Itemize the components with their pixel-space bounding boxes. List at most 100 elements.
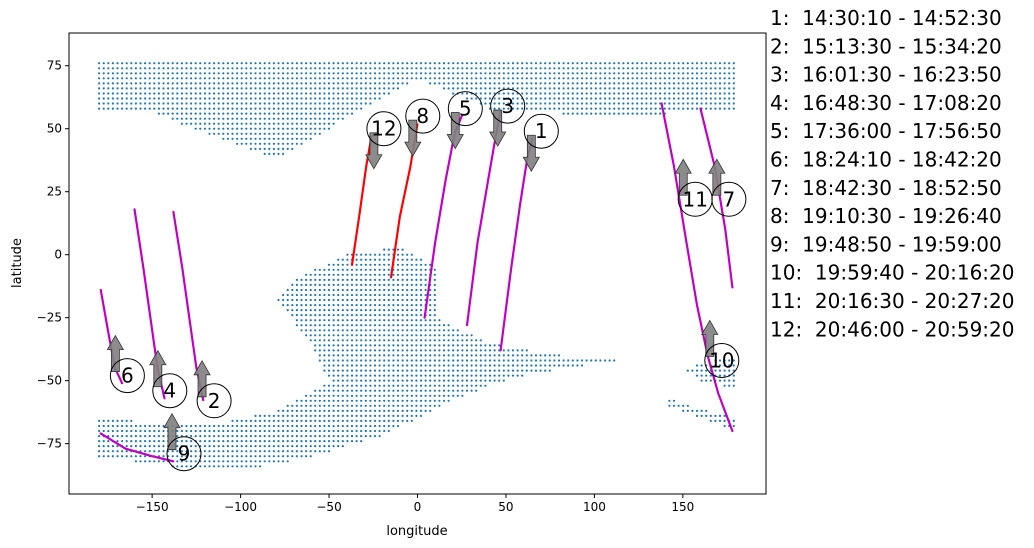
coverage-point xyxy=(341,102,344,105)
coverage-point xyxy=(603,112,607,115)
coverage-point xyxy=(98,419,101,422)
coverage-point xyxy=(286,72,289,75)
coverage-point xyxy=(323,97,326,100)
coverage-point xyxy=(226,102,229,105)
coverage-point xyxy=(369,258,372,261)
coverage-point xyxy=(396,364,400,367)
coverage-point xyxy=(350,304,354,307)
coverage-point xyxy=(355,298,358,302)
coverage-point xyxy=(213,429,216,433)
coverage-point xyxy=(369,293,372,297)
coverage-point xyxy=(226,440,229,443)
coverage-point xyxy=(695,409,699,412)
coverage-point xyxy=(263,445,266,448)
coverage-point xyxy=(401,258,404,261)
coverage-point xyxy=(194,82,197,85)
coverage-point xyxy=(695,67,699,70)
coverage-point xyxy=(134,77,137,80)
coverage-point xyxy=(346,314,349,317)
coverage-point xyxy=(346,77,349,80)
coverage-point xyxy=(383,288,386,292)
coverage-point xyxy=(406,62,409,65)
coverage-point xyxy=(277,127,280,130)
coverage-point xyxy=(465,344,469,347)
coverage-point xyxy=(530,354,533,357)
coverage-point xyxy=(401,389,404,392)
coverage-point xyxy=(291,87,294,90)
coverage-point xyxy=(305,334,308,337)
coverage-point xyxy=(226,107,229,110)
coverage-point xyxy=(401,298,404,302)
coverage-point xyxy=(240,92,243,95)
coverage-point xyxy=(488,72,492,75)
coverage-point xyxy=(268,142,271,145)
coverage-point xyxy=(461,369,464,372)
coverage-point xyxy=(360,324,363,327)
coverage-point xyxy=(383,87,386,90)
coverage-point xyxy=(553,107,556,110)
coverage-point xyxy=(534,72,538,75)
coverage-point xyxy=(134,429,137,433)
coverage-point xyxy=(157,107,160,110)
coverage-point xyxy=(714,369,717,372)
coverage-point xyxy=(686,92,689,95)
coverage-point xyxy=(521,102,524,105)
coverage-point xyxy=(654,92,657,95)
coverage-point xyxy=(401,369,404,372)
coverage-point xyxy=(419,334,423,337)
coverage-point xyxy=(360,273,363,276)
coverage-point xyxy=(180,62,183,65)
coverage-point xyxy=(286,142,289,145)
coverage-point xyxy=(488,97,492,100)
coverage-point xyxy=(236,445,239,448)
coverage-point xyxy=(282,122,285,125)
coverage-point xyxy=(323,77,326,80)
coverage-point xyxy=(157,445,160,448)
coverage-point xyxy=(396,283,400,286)
coverage-point xyxy=(272,440,275,443)
coverage-point xyxy=(148,450,151,453)
coverage-point xyxy=(544,97,547,100)
coverage-point xyxy=(277,435,280,438)
legend: 1: 14:30:10 - 14:52:302: 15:13:30 - 15:3… xyxy=(770,6,1014,341)
coverage-point xyxy=(337,82,340,85)
coverage-point xyxy=(488,369,492,372)
coverage-point xyxy=(245,419,248,422)
coverage-point xyxy=(553,102,556,105)
coverage-point xyxy=(263,424,266,428)
coverage-point xyxy=(419,67,423,70)
coverage-point xyxy=(116,424,119,428)
coverage-point xyxy=(447,324,450,327)
coverage-point xyxy=(327,107,331,110)
coverage-point xyxy=(350,293,354,297)
coverage-point xyxy=(203,92,206,95)
y-tick-label: −50 xyxy=(37,374,62,388)
coverage-point xyxy=(282,117,285,120)
coverage-point xyxy=(327,324,331,327)
coverage-point xyxy=(327,112,331,115)
coverage-point xyxy=(144,455,147,458)
direction-arrow xyxy=(489,109,507,147)
coverage-point xyxy=(139,429,142,433)
coverage-point xyxy=(567,107,570,110)
coverage-point xyxy=(355,97,358,100)
coverage-point xyxy=(452,394,455,397)
coverage-point xyxy=(254,440,257,443)
coverage-point xyxy=(217,445,220,448)
coverage-point xyxy=(245,92,248,95)
coverage-point xyxy=(677,62,680,65)
coverage-point xyxy=(488,379,492,382)
y-axis-title: latitude xyxy=(10,238,25,288)
coverage-point xyxy=(709,414,712,417)
coverage-point xyxy=(608,359,611,362)
coverage-point xyxy=(378,62,381,65)
coverage-point xyxy=(433,339,436,342)
coverage-point xyxy=(309,288,312,292)
coverage-point xyxy=(180,77,183,80)
coverage-point xyxy=(245,429,248,433)
coverage-point xyxy=(479,359,482,362)
coverage-point xyxy=(208,62,211,65)
coverage-point xyxy=(341,62,344,65)
coverage-point xyxy=(571,87,574,90)
coverage-point xyxy=(213,97,216,100)
